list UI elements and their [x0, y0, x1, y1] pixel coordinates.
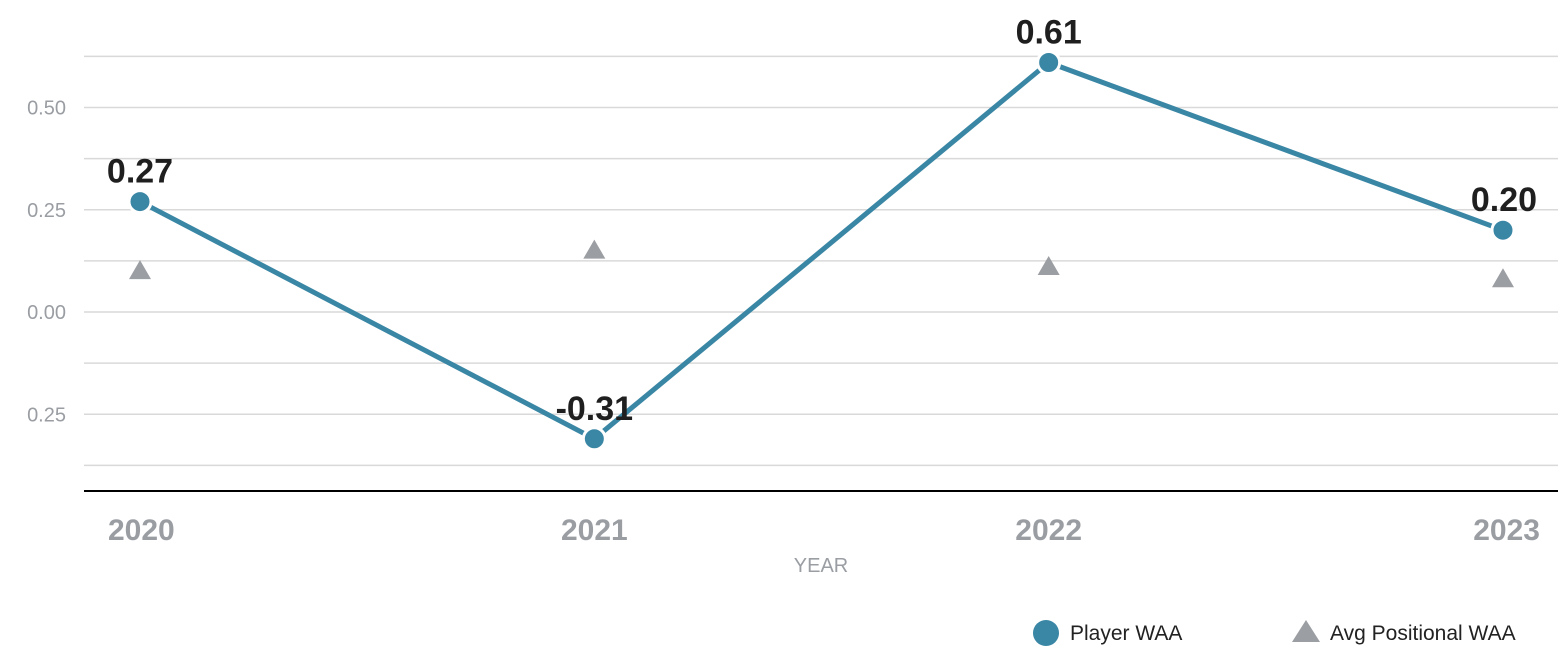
player-waa-point[interactable] [581, 426, 607, 452]
y-tick-label: 0.50 [27, 98, 66, 120]
x-tick-label: 2020 [108, 514, 175, 547]
x-axis-title: YEAR [794, 555, 848, 577]
legend-label-player-waa: Player WAA [1070, 622, 1182, 645]
player-waa-point[interactable] [1036, 50, 1062, 76]
data-labels: 0.27 -0.31 0.61 0.20 [107, 14, 1537, 428]
player-waa-data-label: -0.31 [556, 390, 634, 428]
avg-waa-triangle[interactable] [129, 260, 151, 280]
legend[interactable]: Player WAA Avg Positional WAA [1033, 620, 1516, 646]
legend-triangle-marker [1292, 620, 1320, 642]
series-avg-positional-waa [129, 239, 1514, 288]
legend-label-avg-positional-waa: Avg Positional WAA [1330, 622, 1516, 645]
x-tick-label: 2022 [1015, 514, 1082, 547]
avg-waa-triangle[interactable] [1491, 268, 1514, 288]
player-waa-line [138, 60, 1504, 442]
gridlines [84, 55, 1558, 467]
x-axis-ticks: 2020 2021 2022 2023 [108, 514, 1540, 547]
y-tick-label: 0.00 [27, 302, 66, 324]
series-player-waa [127, 50, 1516, 452]
y-tick-label: 0.25 [27, 404, 66, 426]
y-axis-ticks: 0.25 0.00 0.25 0.50 [27, 98, 66, 427]
y-tick-label: 0.25 [27, 200, 66, 222]
avg-waa-triangle[interactable] [1037, 256, 1060, 276]
x-tick-label: 2021 [561, 514, 628, 547]
player-waa-data-label: 0.27 [107, 153, 173, 191]
legend-item-avg-positional-waa[interactable]: Avg Positional WAA [1292, 620, 1516, 645]
player-waa-point[interactable] [1490, 217, 1516, 243]
avg-waa-triangle[interactable] [583, 239, 606, 259]
legend-circle-marker [1033, 620, 1059, 646]
player-waa-point[interactable] [127, 189, 153, 215]
x-tick-label: 2023 [1473, 514, 1540, 547]
player-waa-data-label: 0.20 [1471, 181, 1537, 219]
player-waa-data-label: 0.61 [1016, 14, 1082, 52]
legend-item-player-waa[interactable]: Player WAA [1033, 620, 1182, 646]
